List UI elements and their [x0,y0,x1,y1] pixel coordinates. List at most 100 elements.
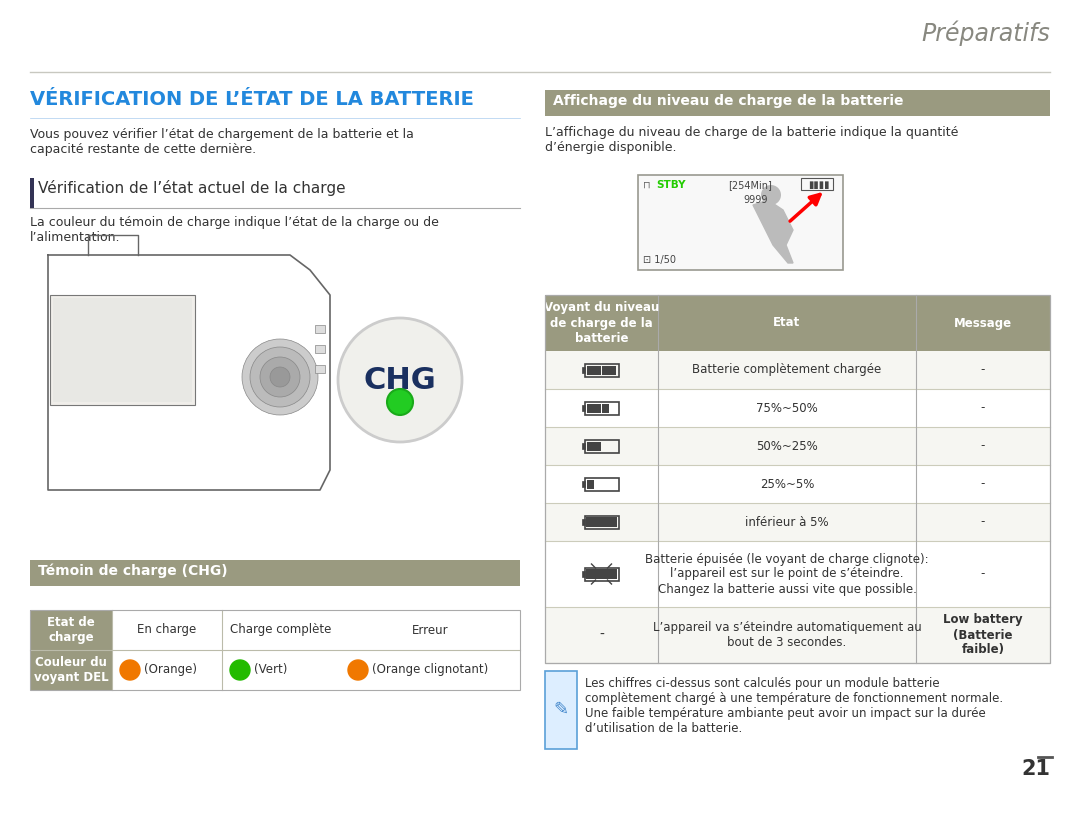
Bar [581,481,584,488]
Bar [315,325,325,333]
Bar [609,365,616,375]
Bar [586,403,594,412]
Bar [222,650,340,690]
Bar [584,402,619,414]
Bar [581,519,584,526]
Bar [340,650,519,690]
Text: Batterie épuisée (le voyant de charge clignote):
l’appareil est sur le point de : Batterie épuisée (le voyant de charge cl… [645,553,929,596]
Text: 9999: 9999 [743,195,768,205]
Bar [53,298,192,402]
Bar [594,403,600,412]
Text: Etat de
charge: Etat de charge [48,616,95,644]
Bar [584,440,619,452]
Text: Les chiffres ci-dessus sont calculés pour un module batterie
complètement chargé: Les chiffres ci-dessus sont calculés pou… [585,677,1003,735]
Bar [545,671,577,749]
Bar [30,560,519,586]
Text: 21: 21 [1021,759,1050,779]
Text: ✎: ✎ [553,701,568,719]
Text: -: - [981,402,985,414]
Circle shape [338,318,462,442]
Bar [594,441,600,450]
Circle shape [348,660,368,680]
Text: 50%~25%: 50%~25% [756,440,818,452]
Text: -: - [599,628,604,642]
Bar [545,465,1050,503]
Text: -: - [981,478,985,491]
Circle shape [270,367,291,387]
Text: Affichage du niveau de charge de la batterie: Affichage du niveau de charge de la batt… [553,94,904,108]
Bar [545,389,1050,427]
Text: Low battery
(Batterie
faible): Low battery (Batterie faible) [943,614,1023,657]
Bar [594,365,600,375]
Bar [545,427,1050,465]
Bar [545,607,1050,663]
Bar [916,295,1050,351]
Bar [30,610,112,650]
Text: Message: Message [954,317,1012,329]
Text: -: - [981,364,985,376]
Bar [315,345,325,353]
Bar [602,365,608,375]
Bar [586,479,594,488]
Bar [581,405,584,411]
Bar [602,403,608,412]
Bar [586,441,594,450]
Text: 25%~5%: 25%~5% [760,478,814,491]
Bar [545,541,1050,607]
Bar [315,365,325,373]
Text: Voyant du niveau
de charge de la
batterie: Voyant du niveau de charge de la batteri… [544,301,659,345]
Text: Charge complète: Charge complète [230,624,332,637]
Bar [545,503,1050,541]
Bar [584,364,619,376]
Bar [801,178,833,190]
Bar [545,90,1050,116]
Circle shape [249,347,310,407]
Bar [658,295,916,351]
Bar [30,650,112,690]
Bar [584,478,619,491]
Circle shape [387,389,413,415]
Text: -: - [981,568,985,581]
Bar [545,295,658,351]
Bar [112,650,222,690]
Text: -: - [981,516,985,529]
Text: STBY: STBY [656,180,686,190]
Circle shape [230,660,249,680]
Bar [545,351,1050,389]
Text: En charge: En charge [137,624,197,637]
Text: ⊡ 1/50: ⊡ 1/50 [643,255,676,265]
Text: CHG: CHG [364,366,436,395]
Circle shape [242,339,318,415]
Bar [586,517,617,527]
Bar [581,367,584,373]
Bar [30,610,519,690]
Bar [581,571,584,578]
Text: L’appareil va s’éteindre automatiquement au
bout de 3 secondes.: L’appareil va s’éteindre automatiquement… [652,621,921,649]
Text: Vérification de l’état actuel de la charge: Vérification de l’état actuel de la char… [38,180,346,196]
Text: -: - [981,440,985,452]
Bar [112,610,222,650]
Text: Batterie complètement chargée: Batterie complètement chargée [692,364,881,376]
Bar [545,295,1050,663]
Text: [254Min]: [254Min] [728,180,772,190]
Bar [30,178,33,208]
Bar [638,175,843,270]
Bar [584,516,619,529]
Text: (Orange clignotant): (Orange clignotant) [372,663,488,676]
Bar [222,610,340,650]
Polygon shape [753,200,793,263]
Bar [50,295,195,405]
Text: (Orange): (Orange) [144,663,197,676]
Text: Vous pouvez vérifier l’état de chargement de la batterie et la
capacité restante: Vous pouvez vérifier l’état de chargemen… [30,128,414,156]
Text: ⊓: ⊓ [643,180,650,190]
Text: (Vert): (Vert) [254,663,287,676]
Bar [581,443,584,450]
Text: L’affichage du niveau de charge de la batterie indique la quantité
d’énergie dis: L’affichage du niveau de charge de la ba… [545,126,958,154]
Text: Erreur: Erreur [411,624,448,637]
Text: La couleur du témoin de charge indique l’état de la charge ou de
l’alimentation.: La couleur du témoin de charge indique l… [30,216,438,244]
Bar [340,610,519,650]
Circle shape [120,660,140,680]
Text: inférieur à 5%: inférieur à 5% [745,516,828,529]
Bar [586,365,594,375]
Text: 75%~50%: 75%~50% [756,402,818,414]
